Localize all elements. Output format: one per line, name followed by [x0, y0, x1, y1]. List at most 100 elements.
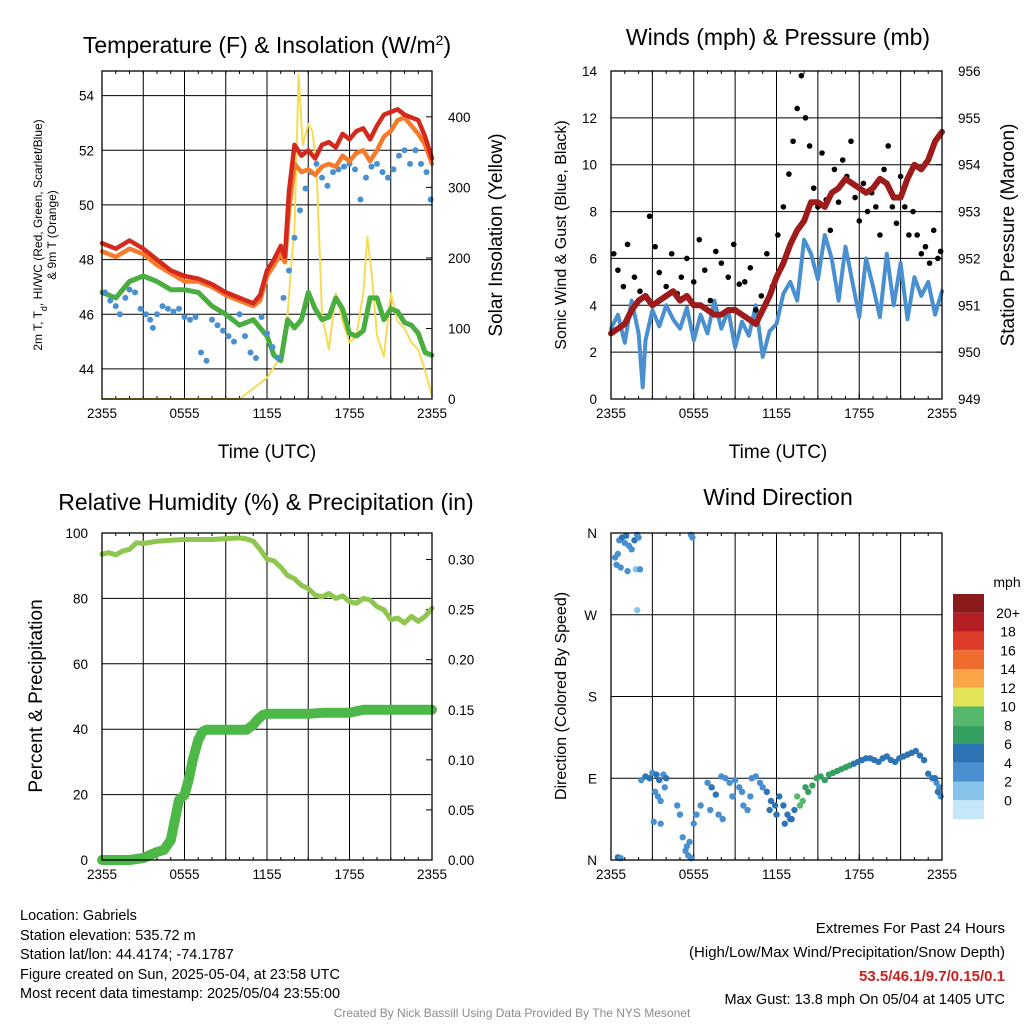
wdir-point — [740, 802, 747, 809]
colorbar-label: 20+ — [996, 605, 1020, 621]
wind-gust-point — [656, 269, 663, 276]
temp-hiwc-point — [225, 333, 232, 340]
wind-y2-tick-label: 955 — [958, 111, 981, 126]
wdir-point — [628, 546, 635, 553]
temp-frame — [101, 70, 433, 400]
wdir-point — [773, 811, 780, 818]
wdir-point — [729, 793, 736, 800]
wind-gust-point — [631, 274, 638, 280]
wind-gust-point — [802, 115, 809, 121]
rh-x-tick-label: 1155 — [252, 867, 281, 882]
temp-hiwc-point — [258, 314, 265, 320]
temp-hiwc-point — [357, 196, 364, 203]
wind-gust-point — [881, 166, 887, 173]
temp-hiwc-point — [427, 196, 434, 203]
temp-hiwc-point — [302, 185, 309, 192]
temp-hiwc-point — [341, 163, 347, 170]
wdir-x-tick-label: 1755 — [844, 867, 874, 882]
wdir-point — [686, 838, 693, 846]
wdir-point — [646, 775, 653, 782]
wind-gust-point — [646, 213, 653, 220]
colorbar-label: 2 — [1004, 774, 1012, 790]
wind-gust-point — [810, 185, 817, 191]
temp-hiwc-point — [385, 174, 391, 181]
wdir-point — [614, 550, 622, 558]
wdir-point — [738, 788, 746, 796]
wind-gust-point — [877, 232, 883, 238]
wdir-point — [776, 793, 783, 800]
colorbar-label: 4 — [1004, 755, 1012, 771]
temp-hiwc-point — [203, 357, 210, 364]
rh-y-tick-label: 0 — [80, 853, 88, 868]
wind-gust-point — [758, 293, 765, 299]
wind-y2-tick-label: 950 — [958, 345, 981, 360]
wdir-point — [708, 784, 715, 791]
colorbar-swatch — [953, 631, 984, 651]
temp-hiwc-point — [116, 311, 123, 318]
wind-gust-point — [747, 265, 754, 271]
colorbar-label: 8 — [1004, 717, 1012, 733]
temp-hiwc-point — [319, 174, 325, 181]
wind-gust-point — [839, 157, 846, 163]
wdir-point — [912, 747, 919, 755]
temp-hiwc-point — [253, 355, 259, 361]
location-text: Location: Gabriels — [20, 908, 137, 924]
wind-y2-axis-label: Station Pressure (Maroon) — [998, 124, 1019, 347]
max-gust-text: Max Gust: 13.8 mph On 05/04 at 1405 UTC — [724, 992, 1005, 1008]
temp-x-tick-label: 0555 — [169, 406, 199, 421]
temp-hiwc-point — [147, 316, 154, 323]
colorbar-swatch — [953, 612, 984, 632]
wdir-point — [920, 756, 928, 764]
created-text: Figure created on Sun, 2025-05-04, at 23… — [20, 966, 340, 983]
wdir-point — [805, 788, 812, 796]
wind-gust-point — [852, 194, 858, 201]
wdir-point — [636, 566, 644, 573]
temp-temp_2m-line — [99, 107, 435, 306]
rh-y-tick-label: 80 — [73, 591, 88, 606]
wind-gust-point — [780, 204, 787, 210]
wdir-point — [719, 815, 726, 823]
rh-x-tick-label: 2355 — [417, 867, 447, 882]
wdir-point — [791, 806, 798, 814]
temp-hiwc-point — [374, 160, 380, 167]
wdir-point — [722, 775, 729, 782]
wind-gust-point — [668, 250, 675, 257]
wdir-point — [634, 607, 641, 614]
colorbar-swatch — [953, 781, 984, 801]
wind-gust-point — [678, 274, 685, 280]
wind-gust-point — [922, 243, 929, 250]
rh-x-tick-label: 2355 — [87, 867, 117, 882]
wdir-point — [771, 802, 779, 809]
wind-gust-point — [914, 232, 920, 238]
wind-gust-point — [696, 236, 703, 243]
wdir-point — [752, 773, 760, 780]
temp-hiwc-point — [352, 166, 358, 173]
wind-y-tick-label: 2 — [589, 345, 597, 360]
wind-gust-point — [848, 138, 854, 145]
colorbar-label: 6 — [1004, 736, 1012, 752]
wdir-point — [875, 758, 882, 766]
temp-x-tick-label: 1755 — [334, 406, 364, 421]
wind-y2-tick-label: 951 — [958, 298, 981, 313]
wind-gust-point — [620, 283, 627, 290]
rh-chart-title: Relative Humidity (%) & Precipitation (i… — [58, 489, 473, 515]
wdir-point — [731, 776, 739, 784]
wind-y2-tick-label: 949 — [958, 392, 981, 407]
wind-gust-point — [885, 143, 892, 149]
extremes-values: 53.5/46.1/9.7/0.15/0.1 — [859, 968, 1005, 985]
temp-y-axis-label-line1: 2m T, Td, HI/WC (Red, Green, Scarlet/Blu… — [31, 119, 49, 350]
wind-gust-point — [897, 173, 904, 180]
wdir-point — [707, 806, 714, 814]
temp-hiwc-point — [313, 160, 320, 167]
rh-y-tick-label: 100 — [65, 526, 88, 541]
wdir-y-tick-label: S — [588, 690, 597, 705]
temp-y2-tick-label: 0 — [448, 392, 456, 407]
wdir-point — [690, 820, 697, 827]
wind-gust-point — [806, 143, 813, 149]
wind-gust-point — [918, 250, 925, 257]
rh-humidity-line — [99, 535, 435, 626]
wind-gust-point — [798, 72, 805, 79]
temp-hiwc-point — [143, 311, 149, 318]
rh-y-tick-label: 40 — [73, 722, 88, 737]
